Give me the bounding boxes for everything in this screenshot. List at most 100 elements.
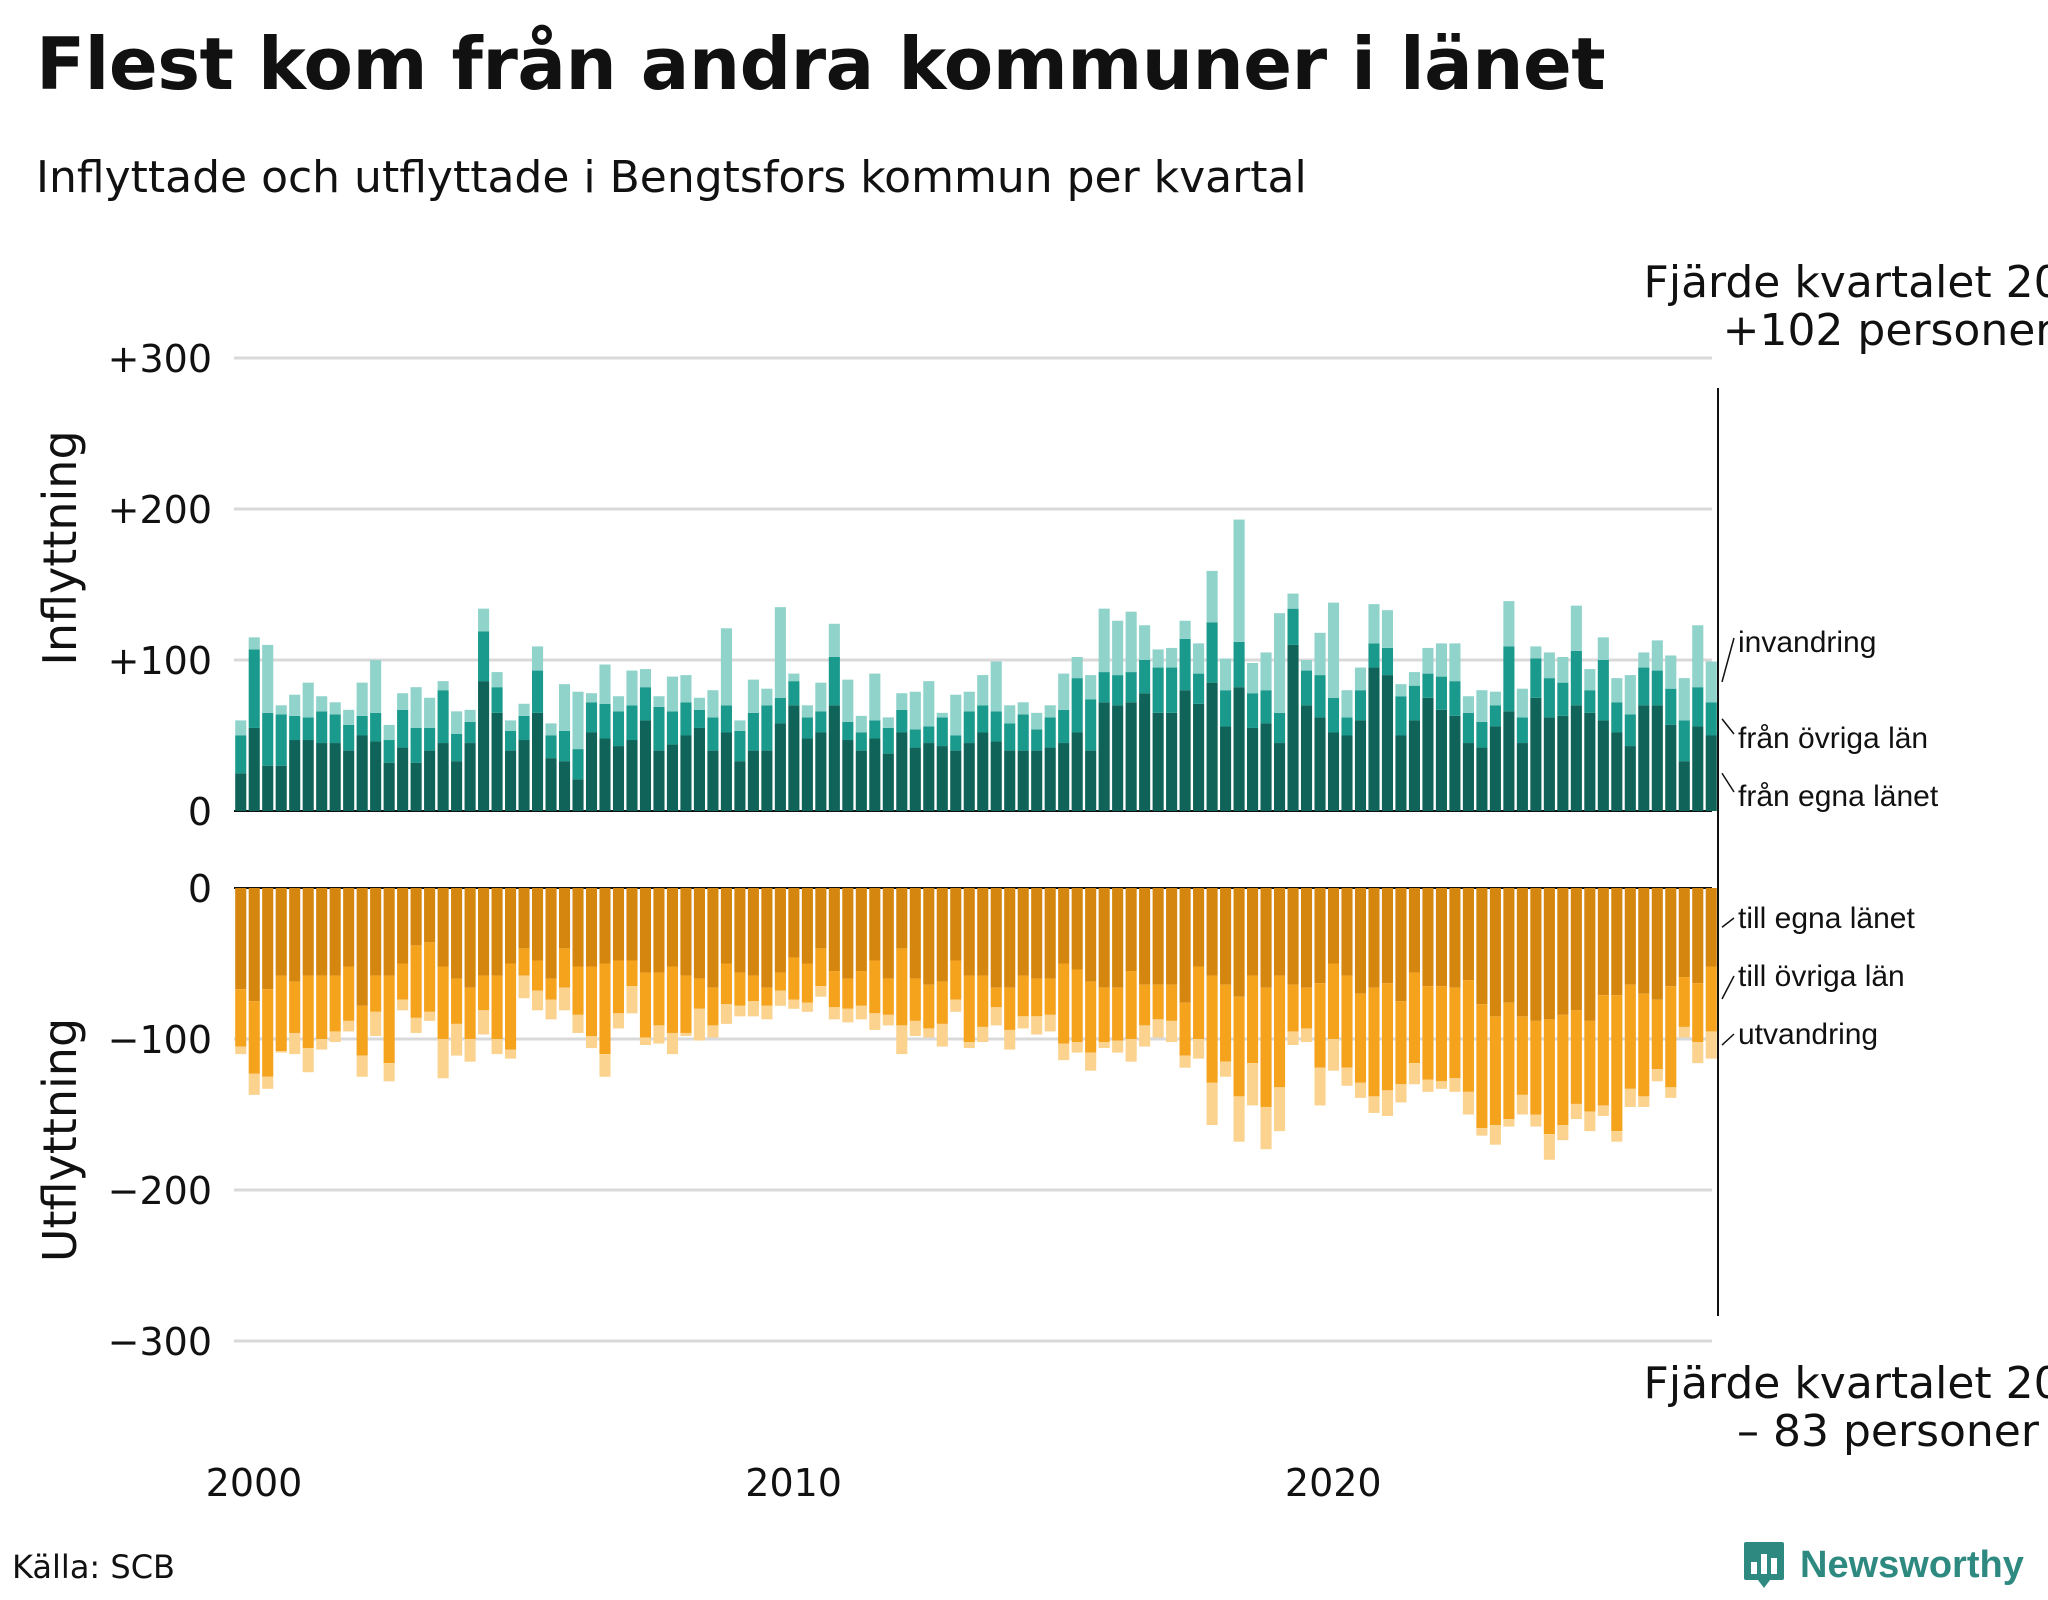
- bar-segment-utflyttning: [774, 990, 786, 1006]
- bar-segment-utflyttning: [248, 888, 260, 1002]
- bar-segment-inflyttning: [235, 735, 247, 774]
- bar-segment-inflyttning: [950, 694, 962, 736]
- bar-segment-utflyttning: [761, 888, 773, 988]
- bar-segment-inflyttning: [302, 682, 314, 718]
- bar-segment-inflyttning: [1193, 673, 1205, 704]
- bar-segment-inflyttning: [1152, 667, 1164, 713]
- bar-segment-inflyttning: [1516, 717, 1528, 744]
- bar-segment-utflyttning: [774, 972, 786, 991]
- bar-segment-inflyttning: [1651, 670, 1663, 706]
- bar-segment-utflyttning: [747, 888, 759, 976]
- bar-segment-inflyttning: [1557, 682, 1569, 716]
- bar-segment-inflyttning: [316, 696, 328, 712]
- bar-segment-inflyttning: [1085, 699, 1097, 751]
- brand-logo: Newsworthy: [1742, 1530, 2024, 1600]
- bar-segment-inflyttning: [1274, 712, 1286, 744]
- bar-segment-utflyttning: [896, 888, 908, 949]
- bar-segment-inflyttning: [1274, 743, 1286, 811]
- bar-segment-inflyttning: [1166, 712, 1178, 811]
- bar-segment-utflyttning: [1381, 888, 1394, 984]
- bar-segment-inflyttning: [950, 750, 962, 811]
- bar-segment-utflyttning: [1557, 888, 1569, 1015]
- bar-segment-inflyttning: [1692, 625, 1704, 688]
- bar-segment-utflyttning: [1692, 888, 1704, 984]
- bar-segment-inflyttning: [302, 740, 314, 811]
- bar-segment-utflyttning: [1435, 986, 1447, 1082]
- bar-segment-inflyttning: [1327, 697, 1340, 733]
- bar-segment-utflyttning: [1395, 888, 1407, 1002]
- bar-segment-inflyttning: [1449, 643, 1461, 682]
- bar-segment-inflyttning: [1044, 747, 1056, 811]
- bar-segment-utflyttning: [653, 888, 665, 973]
- bar-segment-utflyttning: [788, 999, 800, 1009]
- bar-segment-utflyttning: [572, 1014, 584, 1033]
- bar-segment-utflyttning: [815, 948, 827, 987]
- y-tick-label-bottom: −300: [108, 1320, 212, 1364]
- bar-segment-utflyttning: [626, 960, 638, 987]
- bar-segment-utflyttning: [734, 888, 746, 973]
- bar-segment-utflyttning: [882, 978, 894, 1015]
- bar-segment-utflyttning: [505, 1049, 517, 1059]
- bar-segment-utflyttning: [842, 1008, 854, 1023]
- bar-segment-inflyttning: [923, 726, 935, 744]
- bar-segment-utflyttning: [1476, 1004, 1488, 1129]
- bar-segment-inflyttning: [693, 709, 705, 728]
- bar-segment-inflyttning: [882, 717, 894, 728]
- bar-segment-utflyttning: [1071, 1042, 1083, 1053]
- bar-segment-inflyttning: [599, 738, 611, 811]
- bar-segment-utflyttning: [451, 1023, 463, 1056]
- bar-segment-utflyttning: [248, 1001, 260, 1074]
- bar-segment-inflyttning: [734, 720, 746, 731]
- bar-segment-inflyttning: [1193, 643, 1205, 674]
- bar-segment-inflyttning: [262, 644, 274, 713]
- bar-segment-inflyttning: [532, 712, 544, 811]
- bar-segment-inflyttning: [410, 762, 422, 811]
- bar-segment-utflyttning: [289, 981, 301, 1033]
- bar-segment-inflyttning: [532, 646, 544, 671]
- bar-segment-utflyttning: [1112, 1040, 1124, 1053]
- bar-segment-utflyttning: [1017, 975, 1029, 1017]
- bar-segment-utflyttning: [869, 1013, 881, 1030]
- bar-segment-inflyttning: [612, 711, 625, 747]
- bar-segment-utflyttning: [316, 888, 328, 976]
- bar-segment-utflyttning: [1314, 1067, 1326, 1106]
- bar-segment-utflyttning: [680, 975, 692, 1033]
- brand-name: Newsworthy: [1800, 1543, 2024, 1586]
- x-tick-label: 2020: [1285, 1461, 1382, 1505]
- bar-segment-inflyttning: [410, 687, 422, 728]
- bar-segment-utflyttning: [599, 1054, 611, 1077]
- bar-segment-utflyttning: [1193, 1039, 1205, 1059]
- bar-segment-utflyttning: [235, 989, 247, 1047]
- bar-segment-inflyttning: [1557, 715, 1569, 811]
- bar-segment-inflyttning: [923, 743, 935, 811]
- bar-segment-inflyttning: [464, 743, 476, 811]
- bar-segment-inflyttning: [437, 681, 449, 691]
- bar-segment-inflyttning: [1624, 675, 1636, 715]
- bar-segment-utflyttning: [1476, 1128, 1488, 1136]
- bar-segment-inflyttning: [1395, 684, 1407, 697]
- bar-segment-utflyttning: [720, 1004, 732, 1024]
- bar-segment-utflyttning: [950, 888, 962, 961]
- bar-segment-inflyttning: [451, 761, 463, 811]
- bar-segment-utflyttning: [1503, 888, 1515, 1003]
- bar-segment-utflyttning: [626, 986, 638, 1014]
- bar-segment-inflyttning: [1476, 747, 1488, 811]
- bar-segment-utflyttning: [1570, 1010, 1582, 1104]
- bar-segment-utflyttning: [923, 888, 935, 985]
- bar-segment-inflyttning: [707, 690, 719, 718]
- bar-segment-inflyttning: [734, 730, 746, 762]
- bar-segment-inflyttning: [909, 691, 921, 730]
- bar-segment-inflyttning: [1692, 726, 1704, 811]
- bar-segment-utflyttning: [1651, 1069, 1663, 1082]
- bar-segment-inflyttning: [1004, 723, 1016, 751]
- bar-segment-utflyttning: [1449, 987, 1461, 1079]
- bar-segment-utflyttning: [1705, 966, 1717, 1032]
- bar-segment-utflyttning: [532, 990, 544, 1011]
- bar-segment-inflyttning: [572, 749, 584, 780]
- bar-segment-inflyttning: [1247, 693, 1259, 728]
- bar-segment-utflyttning: [815, 888, 827, 949]
- bar-segment-utflyttning: [1381, 1090, 1394, 1117]
- bar-segment-inflyttning: [558, 761, 571, 811]
- bar-segment-utflyttning: [1139, 1025, 1151, 1047]
- bar-segment-inflyttning: [936, 717, 948, 747]
